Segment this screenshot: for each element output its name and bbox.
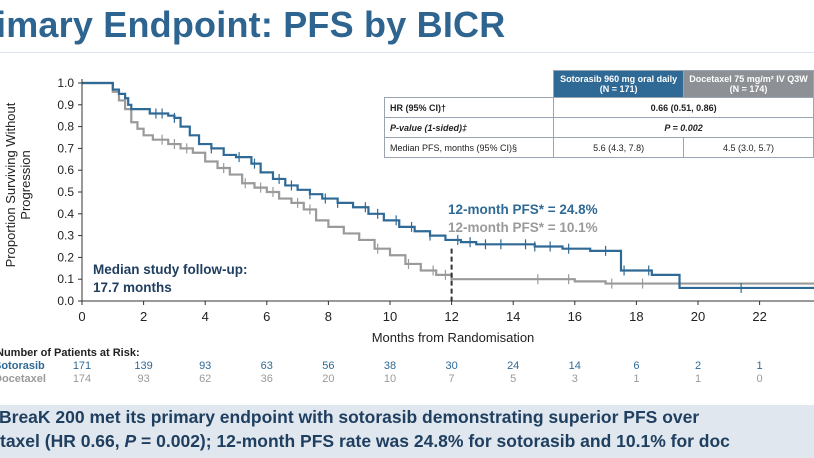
- stats-label-hr: HR (95% CI)†: [383, 97, 555, 118]
- risk-count-docetaxel: 3: [571, 373, 578, 385]
- x-tick-label: 2: [140, 309, 147, 324]
- stats-label-pvalue: P-value (1-sided)‡: [383, 117, 555, 138]
- y-tick-label: 0.2: [57, 250, 74, 264]
- y-tick-label: 1.0: [57, 76, 74, 90]
- risk-count-sotorasib: 63: [260, 360, 273, 372]
- stats-value-median-soto: 5.6 (4.3, 7.8): [553, 137, 685, 158]
- x-tick-label: 4: [202, 309, 209, 324]
- risk-row-label-docetaxel: Docetaxel: [0, 373, 46, 385]
- risk-count-docetaxel: 20: [322, 373, 335, 385]
- risk-count-docetaxel: 174: [72, 373, 92, 385]
- title-divider: [0, 52, 814, 53]
- followup-label-line-2: 17.7 months: [93, 280, 172, 295]
- followup-label-line-1: Median study follow-up:: [93, 262, 248, 277]
- risk-count-sotorasib: 6: [633, 360, 640, 372]
- risk-count-sotorasib: 139: [134, 360, 153, 372]
- y-tick-label: 0.7: [57, 141, 74, 155]
- stats-header-sotorasib: Sotorasib 960 mg oral daily (N = 171): [553, 70, 685, 98]
- y-tick-label: 0.6: [57, 163, 74, 177]
- annotation-sotorasib-12mo: 12-month PFS* = 24.8%: [448, 202, 598, 217]
- risk-count-docetaxel: 10: [383, 373, 397, 385]
- footer-line-2-p: P: [124, 431, 137, 451]
- x-tick-label: 10: [383, 309, 397, 324]
- stats-row-median: Median PFS, months (95% CI)§ 5.6 (4.3, 7…: [383, 137, 814, 158]
- risk-count-docetaxel: 62: [199, 373, 212, 385]
- risk-count-docetaxel: 7: [448, 373, 455, 385]
- stats-value-hr: 0.66 (0.51, 0.86): [553, 97, 814, 118]
- risk-count-docetaxel: 5: [510, 373, 517, 385]
- x-tick-label: 14: [506, 309, 520, 324]
- risk-count-docetaxel: 1: [694, 373, 702, 385]
- stats-label-median: Median PFS, months (95% CI)§: [383, 137, 555, 158]
- y-tick-label: 0.8: [57, 120, 74, 134]
- annotation-docetaxel-12mo: 12-month PFS* = 10.1%: [448, 220, 598, 235]
- x-tick-label: 6: [263, 309, 270, 324]
- km-chart: 0.0 0.1 0.2 0.3 0.4 0.5 0.6 0.7 0.8 0.9 1.0 0 2 4 6 8 10…: [57, 76, 814, 345]
- x-tick-label: 18: [629, 309, 643, 324]
- stats-header-docetaxel: Docetaxel 75 mg/m² IV Q3W (N = 174): [683, 70, 814, 98]
- risk-count-sotorasib: 24: [507, 360, 520, 372]
- y-tick-label: 0.9: [57, 98, 74, 112]
- y-tick-label: 0.3: [57, 229, 74, 243]
- footer-line-1: BreaK 200 met its primary endpoint with …: [0, 407, 700, 427]
- risk-count-docetaxel: 1: [633, 373, 640, 385]
- stats-row-hr: HR (95% CI)† 0.66 (0.51, 0.86): [383, 97, 814, 118]
- stats-header-blank: [385, 71, 554, 98]
- footer-line-2-b: = 0.002); 12-month PFS rate was 24.8% fo…: [136, 431, 730, 451]
- risk-count-sotorasib: 171: [72, 360, 92, 372]
- x-tick-label: 20: [691, 309, 705, 324]
- x-axis-title: Months from Randomisation: [372, 330, 535, 345]
- stats-value-median-doce: 4.5 (3.0, 5.7): [683, 137, 814, 158]
- stats-table: Sotorasib 960 mg oral daily (N = 171) Do…: [383, 70, 814, 158]
- risk-count-docetaxel: 36: [260, 373, 273, 385]
- x-tick-label: 22: [752, 309, 766, 324]
- risk-count-sotorasib: 56: [322, 360, 335, 372]
- risk-count-docetaxel: 0: [756, 373, 763, 385]
- footer-line-2-a: taxel (HR 0.66,: [0, 431, 125, 451]
- y-tick-label: 0.4: [57, 207, 74, 221]
- x-tick-label: 12: [444, 309, 458, 324]
- footer-text: BreaK 200 met its primary endpoint with …: [0, 405, 730, 453]
- risk-count-sotorasib: 2: [694, 360, 702, 372]
- risk-count-sotorasib: 38: [383, 360, 397, 372]
- x-tick-label: 8: [325, 309, 332, 324]
- stats-value-pvalue: P = 0.002: [553, 117, 814, 138]
- risk-row-label-sotorasib: Sotorasib: [0, 360, 45, 372]
- stats-row-pvalue: P-value (1-sided)‡ P = 0.002: [383, 117, 814, 138]
- page-title: imary Endpoint: PFS by BICR: [0, 4, 506, 45]
- y-tick-label: 0.5: [57, 185, 74, 199]
- risk-count-sotorasib: 14: [568, 360, 581, 372]
- x-tick-label: 0: [78, 309, 85, 324]
- y-tick-label: 0.0: [57, 294, 74, 308]
- risk-table-header: Number of Patients at Risk:: [0, 347, 140, 359]
- risk-count-sotorasib: 1: [756, 360, 763, 372]
- y-tick-label: 0.1: [57, 272, 74, 286]
- stats-header-row: Sotorasib 960 mg oral daily (N = 171) Do…: [385, 70, 814, 98]
- footer-banner: [0, 405, 814, 458]
- risk-count-sotorasib: 30: [445, 360, 458, 372]
- footer-line-2: taxel (HR 0.66, P = 0.002); 12-month PFS…: [0, 429, 730, 453]
- x-tick-label: 16: [568, 309, 582, 324]
- risk-count-docetaxel: 93: [137, 373, 150, 385]
- risk-count-sotorasib: 93: [199, 360, 212, 372]
